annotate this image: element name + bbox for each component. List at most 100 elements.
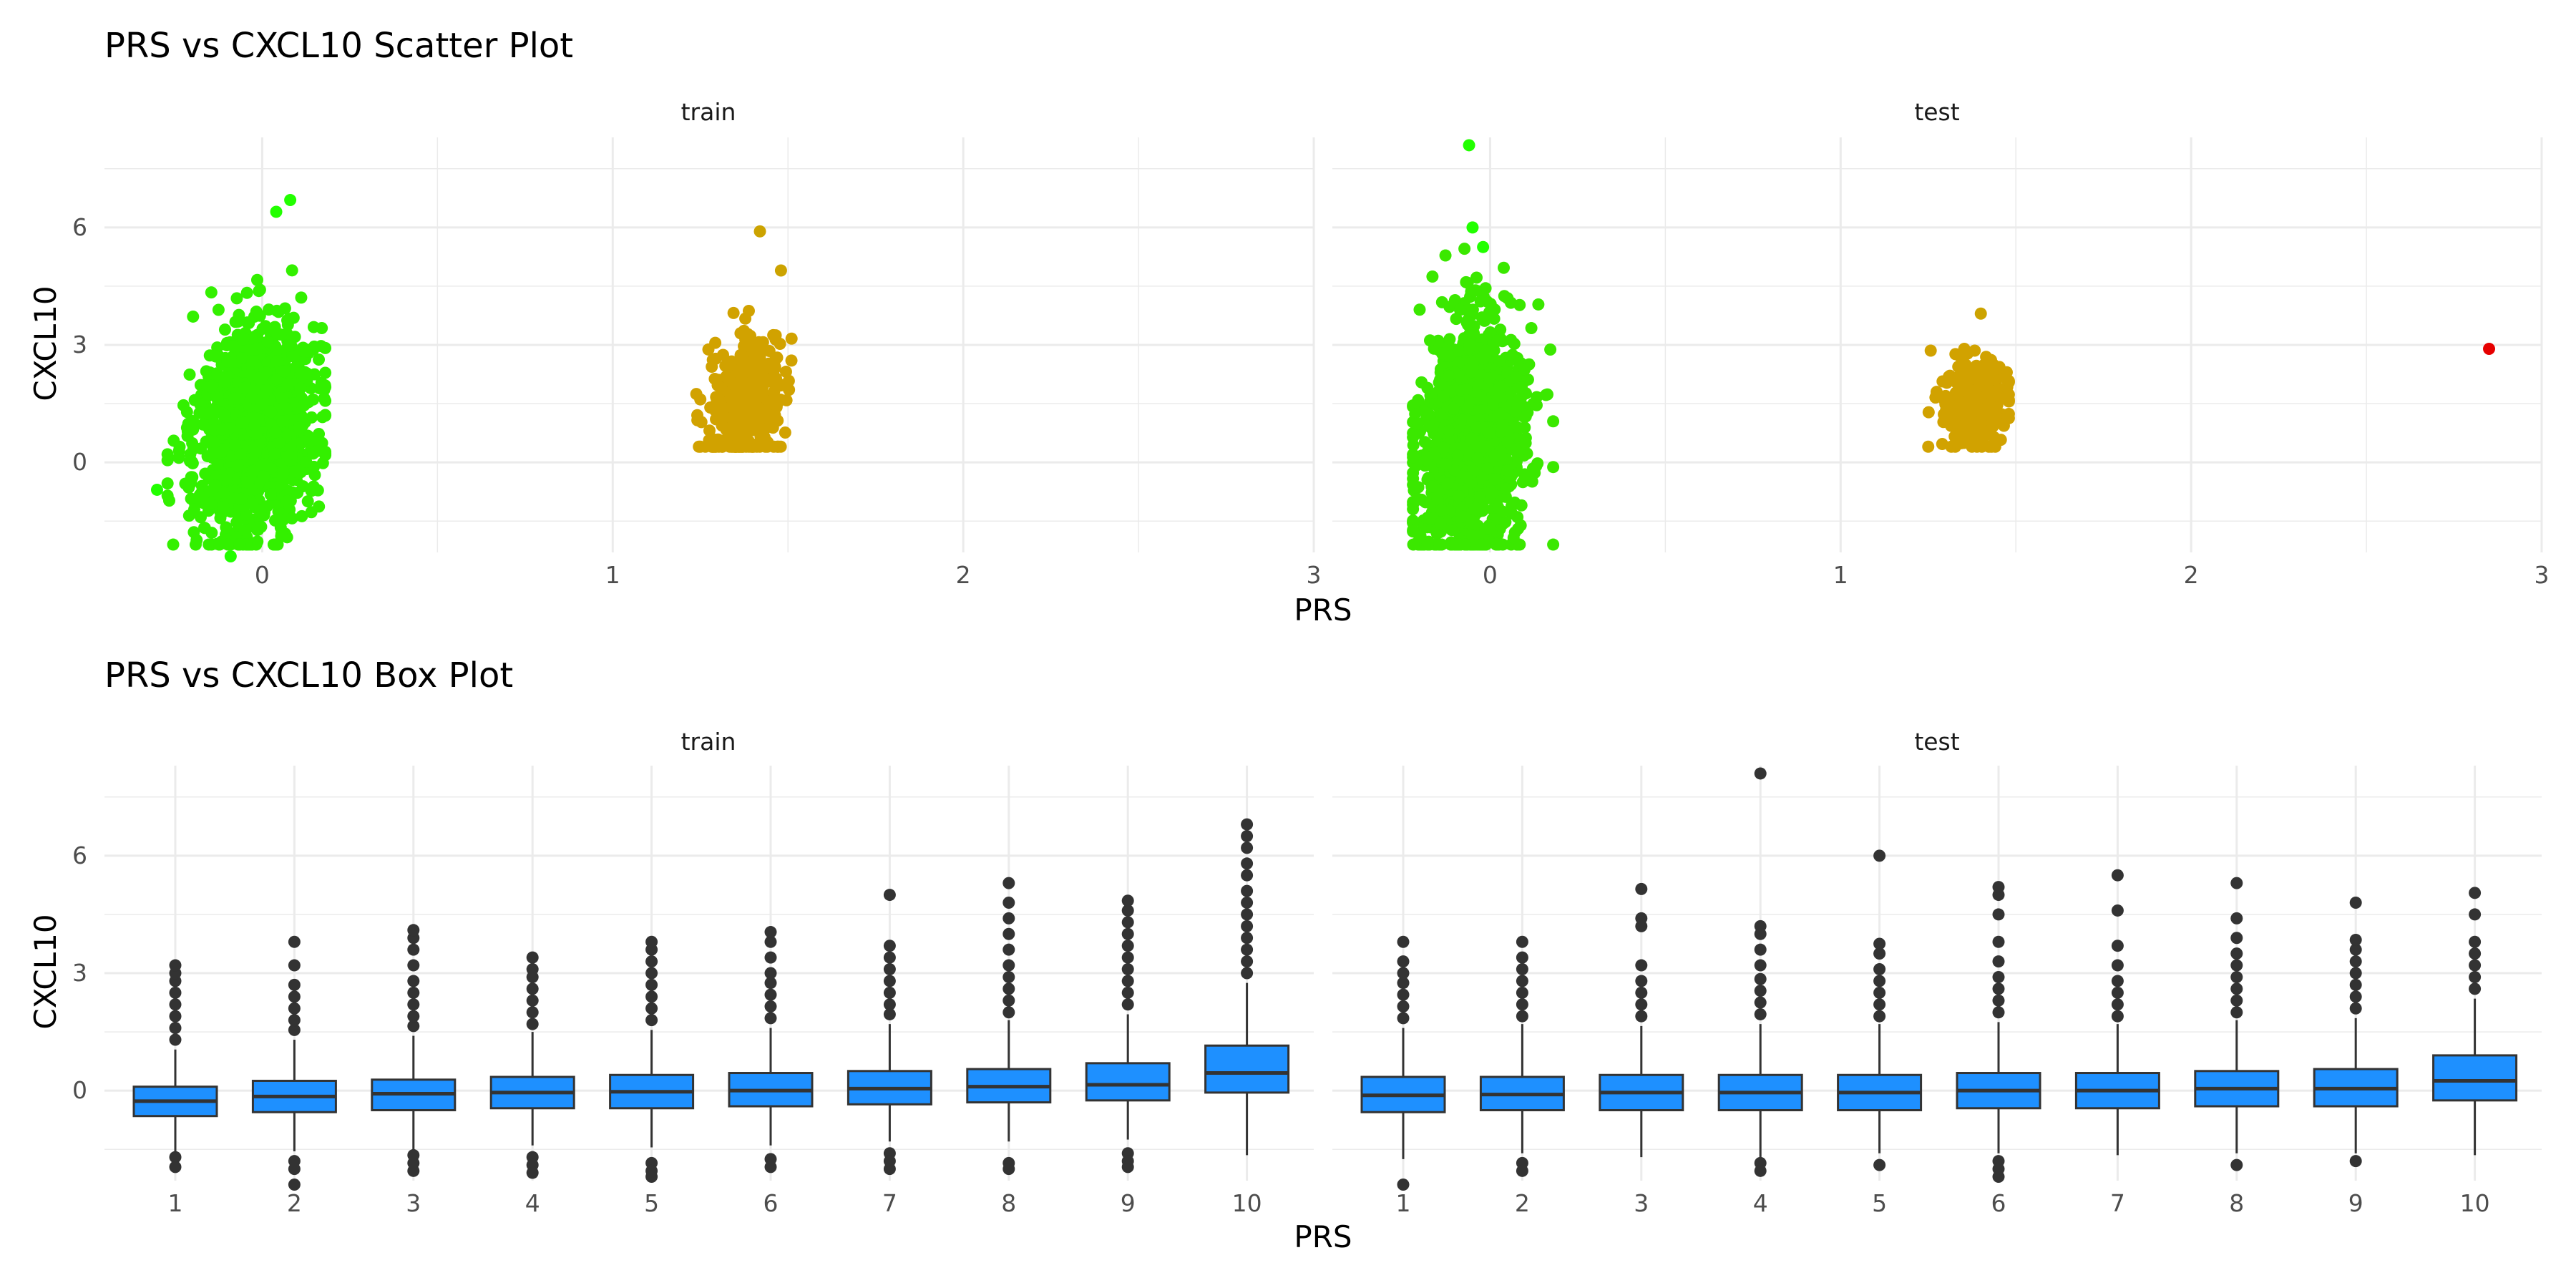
x-tick-label: 3: [1634, 1189, 1649, 1217]
data-point: [1443, 369, 1455, 382]
data-point: [1500, 482, 1513, 495]
outlier-point: [764, 1000, 777, 1013]
data-point: [1974, 391, 1987, 404]
outlier-point: [1121, 904, 1134, 917]
data-point: [230, 292, 243, 305]
data-point: [1453, 303, 1466, 316]
x-tick-label: 4: [525, 1189, 540, 1217]
outlier-point: [1873, 849, 1886, 862]
data-point: [1511, 421, 1523, 434]
outlier-point: [1992, 881, 2005, 894]
data-point: [270, 355, 283, 368]
outlier-point: [2349, 990, 2362, 1003]
box-group: [1085, 894, 1171, 1174]
data-point: [741, 328, 754, 341]
x-tick-label: 9: [1121, 1189, 1136, 1217]
data-point: [785, 332, 798, 345]
outlier-point: [1241, 818, 1254, 831]
data-point: [1407, 502, 1420, 515]
data-point: [1936, 437, 1948, 450]
data-point: [737, 415, 750, 428]
data-point: [1544, 343, 1557, 356]
outlier-point: [1873, 937, 1886, 950]
data-point: [205, 527, 218, 540]
data-point: [1413, 303, 1426, 316]
data-point: [288, 465, 301, 478]
x-tick-label: 2: [2184, 561, 2199, 589]
box-group: [728, 926, 814, 1174]
data-point: [265, 406, 278, 419]
outlier-point: [1397, 988, 1410, 1001]
data-point: [296, 509, 308, 522]
outlier-point: [764, 967, 777, 980]
data-point: [1471, 452, 1484, 464]
data-point: [208, 403, 220, 416]
data-point: [1486, 398, 1499, 411]
outlier-point: [169, 1151, 182, 1163]
outlier-point: [288, 1002, 301, 1015]
data-point: [769, 333, 782, 346]
data-point: [218, 323, 231, 336]
data-point: [197, 418, 210, 431]
data-point: [253, 371, 265, 384]
data-point: [228, 392, 241, 405]
data-point: [229, 316, 242, 328]
data-point: [276, 391, 289, 404]
data-point: [1509, 371, 1522, 384]
data-point: [1425, 480, 1438, 493]
x-tick-label: 5: [644, 1189, 659, 1217]
data-point: [218, 487, 230, 499]
data-point: [1519, 436, 1532, 449]
outlier-point: [526, 1018, 539, 1030]
outlier-point: [1241, 967, 1254, 980]
data-point: [1460, 471, 1473, 484]
outlier-point: [1873, 1158, 1886, 1171]
data-point: [193, 489, 206, 502]
data-point: [1547, 415, 1560, 428]
data-point: [227, 340, 240, 353]
data-point: [167, 538, 180, 551]
data-point: [319, 449, 332, 462]
outlier-point: [645, 967, 658, 980]
data-point: [1407, 524, 1420, 537]
outlier-point: [2349, 1002, 2362, 1015]
outlier-point: [2349, 933, 2362, 946]
outlier-point: [1241, 908, 1254, 921]
outlier-point: [1121, 986, 1134, 999]
outlier-point: [1873, 998, 1886, 1011]
outlier-point: [1241, 869, 1254, 882]
outlier-point: [1635, 975, 1648, 987]
y-tick-label: 0: [72, 1076, 87, 1104]
outlier-point: [407, 1010, 420, 1023]
data-point: [1986, 420, 1999, 433]
data-point: [240, 286, 253, 299]
data-point: [758, 423, 771, 436]
outlier-point: [1002, 1163, 1015, 1176]
data-point: [785, 354, 798, 367]
data-point: [1974, 307, 1987, 320]
data-point: [709, 352, 722, 365]
data-point: [1407, 439, 1420, 452]
data-point: [246, 497, 259, 510]
outlier-point: [2111, 904, 2124, 917]
data-point: [742, 437, 755, 450]
outlier-point: [288, 1014, 301, 1027]
outlier-point: [1397, 935, 1410, 948]
data-point: [253, 309, 266, 322]
data-point: [220, 521, 233, 534]
data-point: [273, 436, 286, 449]
data-point: [1485, 487, 1498, 499]
outlier-point: [1121, 894, 1134, 907]
data-point: [1448, 464, 1461, 477]
outlier-point: [645, 955, 658, 968]
data-point: [1420, 454, 1433, 467]
data-point: [728, 440, 741, 453]
outlier-point: [1241, 884, 1254, 897]
outlier-point: [288, 1163, 301, 1176]
data-point: [1508, 337, 1521, 350]
data-point: [1483, 371, 1496, 384]
data-point: [1443, 504, 1456, 517]
box-group: [1479, 935, 1565, 1177]
outlier-point: [764, 988, 777, 1001]
data-point: [1445, 524, 1458, 537]
